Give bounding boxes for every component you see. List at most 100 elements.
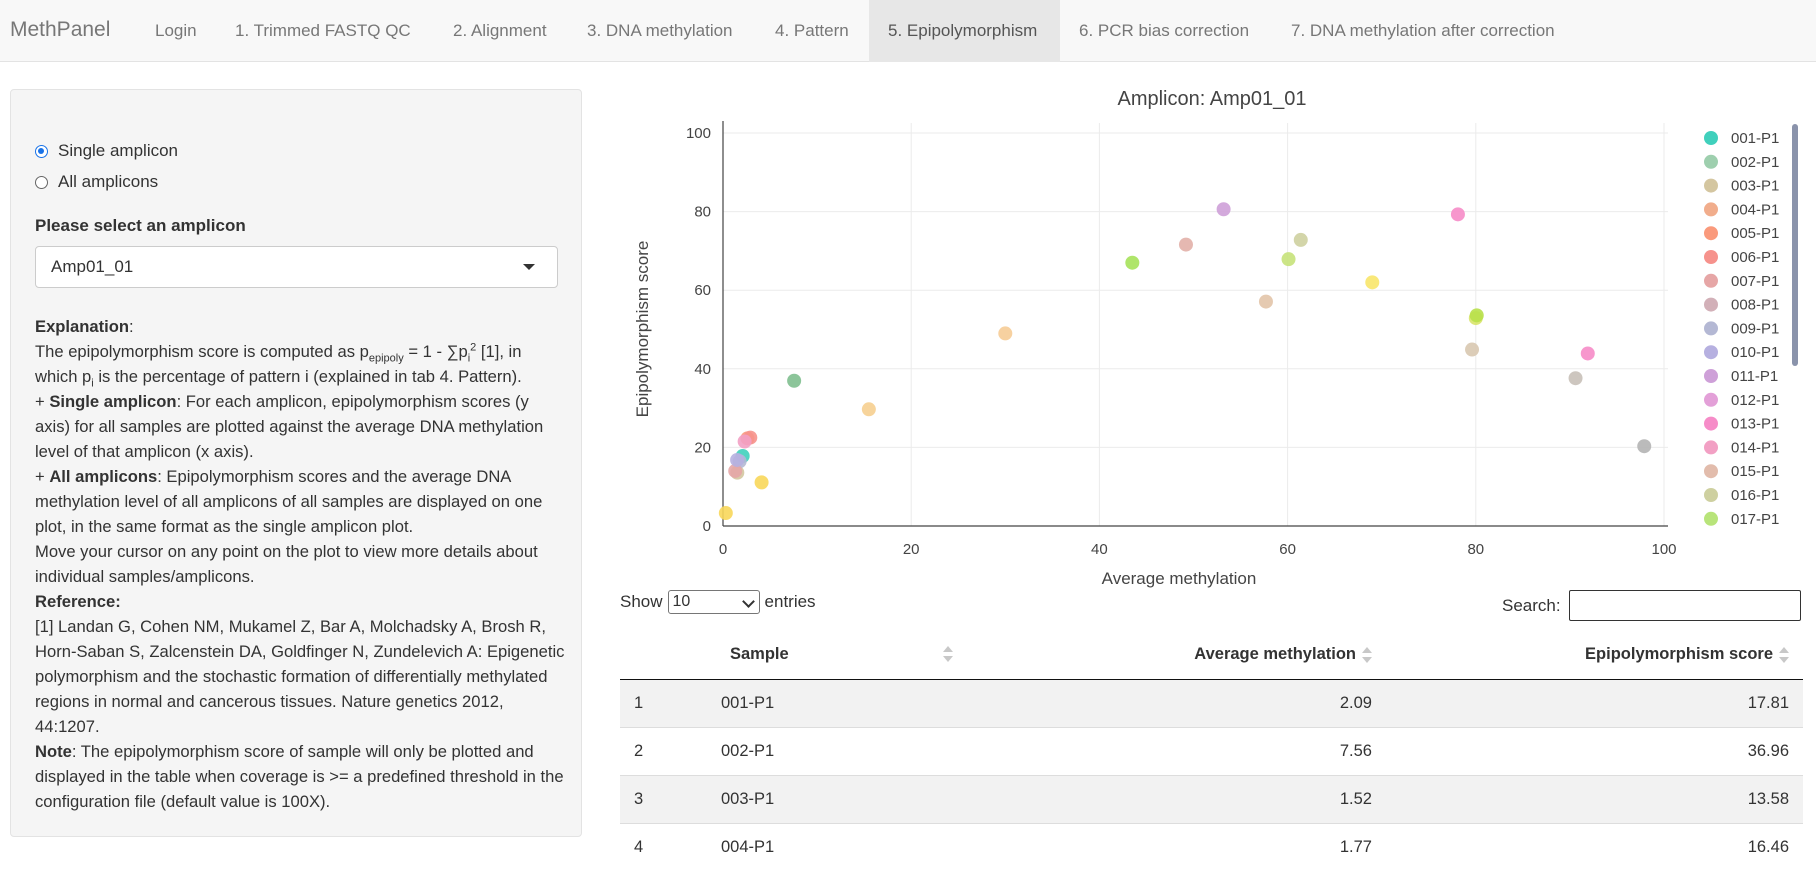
y-tick-label: 60 (694, 282, 711, 299)
cell-index: 1 (620, 680, 720, 728)
explanation-heading: Explanation (35, 317, 129, 336)
data-point[interactable] (1217, 202, 1231, 216)
brand-title[interactable]: MethPanel (10, 18, 110, 42)
header-sample[interactable]: Sample (720, 630, 961, 680)
header-epipolymorphism-score[interactable]: Epipolymorphism score (1392, 630, 1803, 680)
table-row[interactable]: 4 004-P1 1.77 16.46 (620, 824, 1803, 871)
reference-heading: Reference: (35, 592, 121, 611)
y-tick-label: 20 (694, 439, 711, 456)
data-point[interactable] (787, 374, 801, 388)
data-point[interactable] (719, 506, 733, 520)
legend-marker (1704, 226, 1718, 240)
legend-label[interactable]: 012-P1 (1731, 392, 1779, 409)
y-axis-title: Epipolymorphism score (633, 241, 652, 418)
chart-title: Amplicon: Amp01_01 (1117, 88, 1306, 110)
radio-all-amplicons[interactable]: All amplicons (35, 172, 158, 192)
data-point[interactable] (730, 453, 744, 467)
data-point[interactable] (738, 435, 752, 449)
data-point[interactable] (1581, 346, 1595, 360)
legend-scrollbar[interactable] (1792, 124, 1798, 366)
cell-sample: 004-P1 (720, 824, 961, 871)
legend-label[interactable]: 009-P1 (1731, 320, 1779, 337)
sort-icon (1362, 647, 1372, 663)
cell-sample: 002-P1 (720, 728, 961, 776)
legend-label[interactable]: 004-P1 (1731, 201, 1779, 218)
cell-sample: 001-P1 (720, 680, 961, 728)
data-point[interactable] (1282, 252, 1296, 266)
entries-select[interactable]: 10 (668, 590, 760, 614)
legend-label[interactable]: 017-P1 (1731, 511, 1779, 528)
legend-label[interactable]: 006-P1 (1731, 249, 1779, 266)
data-point[interactable] (1179, 238, 1193, 252)
y-tick-label: 0 (703, 518, 711, 535)
tab-trimmed-fastq-qc[interactable]: 1. Trimmed FASTQ QC (216, 0, 430, 62)
header-index[interactable] (620, 630, 720, 680)
legend-label[interactable]: 008-P1 (1731, 297, 1779, 314)
legend-label[interactable]: 002-P1 (1731, 154, 1779, 171)
legend-marker (1704, 512, 1718, 526)
sort-icon (943, 646, 953, 662)
show-label: Show (620, 592, 663, 612)
tab-pattern[interactable]: 4. Pattern (756, 0, 868, 62)
cell-average-methylation: 7.56 (961, 728, 1392, 776)
tab-dna-methylation[interactable]: 3. DNA methylation (568, 0, 752, 62)
table-row[interactable]: 3 003-P1 1.52 13.58 (620, 776, 1803, 824)
legend-label[interactable]: 005-P1 (1731, 225, 1779, 242)
data-point[interactable] (1465, 343, 1479, 357)
y-tick-label: 100 (686, 125, 711, 142)
legend-label[interactable]: 016-P1 (1731, 487, 1779, 504)
cell-average-methylation: 2.09 (961, 680, 1392, 728)
data-point[interactable] (1451, 207, 1465, 221)
data-point[interactable] (1365, 275, 1379, 289)
data-point[interactable] (1125, 256, 1139, 270)
legend-marker (1704, 179, 1718, 193)
tab-login[interactable]: Login (136, 0, 216, 62)
radio-single-amplicon[interactable]: Single amplicon (35, 141, 178, 161)
sidebar-panel: Single amplicon All amplicons Please sel… (10, 89, 582, 837)
entries-label: entries (765, 592, 816, 612)
data-point[interactable] (1294, 233, 1308, 247)
tab-alignment[interactable]: 2. Alignment (434, 0, 566, 62)
tab-epipolymorphism[interactable]: 5. Epipolymorphism (869, 0, 1060, 62)
header-average-methylation[interactable]: Average methylation (961, 630, 1392, 680)
data-point[interactable] (862, 402, 876, 416)
hover-hint: Move your cursor on any point on the plo… (35, 539, 565, 589)
cell-index: 3 (620, 776, 720, 824)
sort-icon (1779, 647, 1789, 663)
legend-label[interactable]: 013-P1 (1731, 416, 1779, 433)
legend-label[interactable]: 010-P1 (1731, 344, 1779, 361)
legend-label[interactable]: 001-P1 (1731, 130, 1779, 147)
cell-epipolymorphism-score: 17.81 (1392, 680, 1803, 728)
legend-marker (1704, 440, 1718, 454)
table-row[interactable]: 2 002-P1 7.56 36.96 (620, 728, 1803, 776)
note-text: Note: The epipolymorphism score of sampl… (35, 739, 565, 814)
legend-label[interactable]: 014-P1 (1731, 439, 1779, 456)
tab-dna-methylation-after-correction[interactable]: 7. DNA methylation after correction (1272, 0, 1574, 62)
explanation-text: Explanation: The epipolymorphism score i… (35, 314, 565, 814)
radio-unchecked-icon[interactable] (35, 176, 48, 189)
navbar: MethPanel Login 1. Trimmed FASTQ QC 2. A… (0, 0, 1816, 62)
amplicon-select[interactable]: Amp01_01 (35, 246, 558, 288)
table-row[interactable]: 1 001-P1 2.09 17.81 (620, 680, 1803, 728)
legend-label[interactable]: 011-P1 (1731, 368, 1778, 385)
radio-checked-icon[interactable] (35, 145, 48, 158)
x-tick-label: 0 (719, 541, 727, 558)
data-point[interactable] (1637, 439, 1651, 453)
legend-label[interactable]: 015-P1 (1731, 463, 1779, 480)
legend-label[interactable]: 007-P1 (1731, 273, 1779, 290)
data-point[interactable] (1259, 295, 1273, 309)
legend-marker (1704, 274, 1718, 288)
data-point[interactable] (998, 326, 1012, 340)
legend-marker (1704, 155, 1718, 169)
data-point[interactable] (1470, 308, 1484, 322)
tab-pcr-bias-correction[interactable]: 6. PCR bias correction (1060, 0, 1268, 62)
x-tick-label: 20 (903, 541, 920, 558)
data-point[interactable] (1569, 371, 1583, 385)
legend-marker (1704, 488, 1718, 502)
entries-select-value: 10 (673, 593, 691, 610)
data-point[interactable] (755, 475, 769, 489)
search-input[interactable] (1569, 590, 1801, 621)
legend-label[interactable]: 003-P1 (1731, 178, 1779, 195)
cell-epipolymorphism-score: 36.96 (1392, 728, 1803, 776)
